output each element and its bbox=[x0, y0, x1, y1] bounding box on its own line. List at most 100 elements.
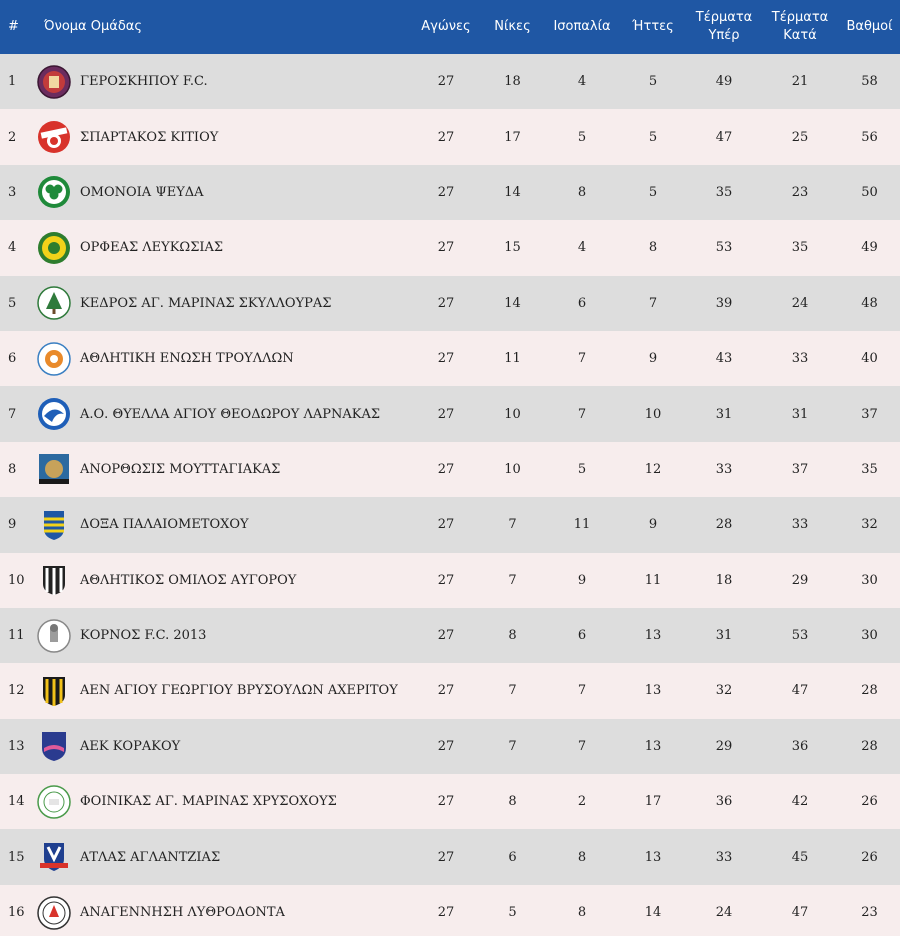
cell-draws: 4 bbox=[577, 74, 587, 90]
team-name: ΑΘΛΗΤΙΚΟΣ ΟΜΙΛΟΣ ΑΥΓΟΡΟΥ bbox=[80, 572, 297, 588]
cell-team: ΔΟΞΑ ΠΑΛΑΙΟΜΕΤΟΧΟΥ bbox=[34, 497, 412, 552]
cell-draws: 6 bbox=[577, 295, 587, 311]
cell-draws: 7 bbox=[577, 738, 587, 754]
cell-draws: 11 bbox=[573, 517, 591, 533]
header-goals-against: Τέρματα Κατά bbox=[771, 10, 829, 43]
cell-played: 27 bbox=[437, 129, 455, 145]
kedros-crest-icon bbox=[36, 285, 72, 321]
cell-rank: 10 bbox=[8, 572, 25, 588]
cell-played: 27 bbox=[437, 351, 455, 367]
table-row: 12 ΑΕΝ ΑΓΙΟΥ ΓΕΩΡΓΙΟΥ ΒΡΥΣΟΥΛΩΝ ΑΧΕΡΙΤΟΥ 2… bbox=[0, 663, 900, 719]
cell-rank: 8 bbox=[8, 461, 17, 477]
cell-played: 27 bbox=[437, 240, 455, 256]
cell-team: ΦΟΙΝΙΚΑΣ ΑΓ. ΜΑΡΙΝΑΣ ΧΡΥΣΟΧΟΥΣ bbox=[34, 774, 412, 829]
foinikas-crest-icon bbox=[36, 784, 72, 820]
cell-losses: 13 bbox=[644, 849, 662, 865]
cell-goals-against: 47 bbox=[791, 683, 809, 699]
cell-losses: 13 bbox=[644, 628, 662, 644]
header-team-name: Όνομα Ομάδας bbox=[44, 19, 142, 34]
cell-wins: 5 bbox=[508, 905, 517, 921]
cell-played: 27 bbox=[437, 184, 455, 200]
doxa-crest-icon bbox=[36, 507, 72, 543]
cell-wins: 7 bbox=[508, 572, 517, 588]
table-row: 6 ΑΘΛΗΤΙΚΗ ΕΝΩΣΗ ΤΡΟΥΛΛΩΝ 27 11 7 9 43 33 40 bbox=[0, 330, 900, 387]
cell-goals-against: 21 bbox=[791, 74, 809, 90]
header-wins: Νίκες bbox=[494, 19, 531, 34]
cell-goals-against: 33 bbox=[791, 517, 809, 533]
cell-losses: 7 bbox=[648, 295, 658, 311]
cell-goals-against: 36 bbox=[791, 738, 809, 754]
cell-wins: 11 bbox=[504, 351, 521, 367]
cell-goals-against: 25 bbox=[791, 129, 809, 145]
team-name: ΟΡΦΕΑΣ ΛΕΥΚΩΣΙΑΣ bbox=[80, 240, 224, 256]
team-name: ΚΕΔΡΟΣ ΑΓ. ΜΑΡΙΝΑΣ ΣΚΥΛΛΟΥΡΑΣ bbox=[80, 295, 332, 311]
cell-team: ΑΝΑΓΕΝΝΗΣΗ ΛΥΘΡΟΔΟΝΤΑ bbox=[34, 885, 412, 936]
cell-draws: 5 bbox=[577, 129, 587, 145]
cell-rank: 5 bbox=[8, 295, 17, 311]
cell-draws: 8 bbox=[577, 184, 587, 200]
cell-rank: 12 bbox=[8, 683, 25, 699]
cell-team: ΑΕΝ ΑΓΙΟΥ ΓΕΩΡΓΙΟΥ ΒΡΥΣΟΥΛΩΝ ΑΧΕΡΙΤΟΥ bbox=[34, 663, 412, 718]
cell-rank: 14 bbox=[8, 794, 25, 810]
cell-played: 27 bbox=[437, 628, 455, 644]
cell-wins: 8 bbox=[508, 794, 517, 810]
cell-rank: 9 bbox=[8, 517, 17, 533]
table-row: 8 ΑΝΟΡΘΩΣΙΣ ΜΟΥΤΤΑΓΙΑΚΑΣ 27 10 5 12 33 37 35 bbox=[0, 441, 900, 498]
cell-played: 27 bbox=[437, 295, 455, 311]
cell-points: 48 bbox=[861, 295, 878, 311]
cell-draws: 7 bbox=[577, 406, 587, 422]
cell-goals-against: 33 bbox=[791, 351, 809, 367]
cell-points: 35 bbox=[861, 461, 878, 477]
cell-played: 27 bbox=[437, 572, 455, 588]
cell-goals-for: 47 bbox=[715, 129, 733, 145]
cell-rank: 2 bbox=[8, 129, 17, 145]
table-row: 4 ΟΡΦΕΑΣ ΛΕΥΚΩΣΙΑΣ 27 15 4 8 53 35 49 bbox=[0, 220, 900, 276]
aek-korakou-crest-icon bbox=[36, 728, 72, 764]
cell-points: 23 bbox=[861, 905, 878, 921]
cell-team: ΑΝΟΡΘΩΣΙΣ ΜΟΥΤΤΑΓΙΑΚΑΣ bbox=[34, 442, 412, 497]
cell-wins: 14 bbox=[504, 184, 521, 200]
cell-wins: 7 bbox=[508, 683, 517, 699]
cell-losses: 12 bbox=[644, 461, 662, 477]
cell-played: 27 bbox=[437, 738, 455, 754]
cell-goals-against: 47 bbox=[791, 905, 809, 921]
cell-team: ΑΘΛΗΤΙΚΗ ΕΝΩΣΗ ΤΡΟΥΛΛΩΝ bbox=[34, 331, 412, 386]
cell-losses: 5 bbox=[648, 129, 658, 145]
cell-played: 27 bbox=[437, 849, 455, 865]
cell-wins: 18 bbox=[504, 74, 521, 90]
cell-wins: 6 bbox=[508, 849, 517, 865]
cell-draws: 5 bbox=[577, 461, 587, 477]
cell-points: 28 bbox=[861, 683, 878, 699]
cell-played: 27 bbox=[437, 905, 455, 921]
cell-played: 27 bbox=[437, 406, 455, 422]
cell-points: 49 bbox=[861, 240, 878, 256]
team-name: ΑΤΛΑΣ ΑΓΛΑΝΤΖΙΑΣ bbox=[80, 849, 221, 865]
cell-wins: 7 bbox=[508, 738, 517, 754]
cell-team: ΑΕΚ ΚΟΡΑΚΟΥ bbox=[34, 719, 412, 774]
header-losses: Ήττες bbox=[632, 19, 674, 34]
cell-goals-for: 32 bbox=[715, 683, 733, 699]
cell-losses: 10 bbox=[644, 406, 662, 422]
cell-points: 58 bbox=[861, 74, 878, 90]
cell-rank: 13 bbox=[8, 738, 25, 754]
team-name: ΟΜΟΝΟΙΑ ΨΕΥΔΑ bbox=[80, 184, 204, 200]
cell-points: 32 bbox=[861, 517, 878, 533]
cell-draws: 4 bbox=[577, 240, 587, 256]
table-row: 5 ΚΕΔΡΟΣ ΑΓ. ΜΑΡΙΝΑΣ ΣΚΥΛΛΟΥΡΑΣ 27 14 6 7 39 24… bbox=[0, 275, 900, 331]
table-row: 14 ΦΟΙΝΙΚΑΣ ΑΓ. ΜΑΡΙΝΑΣ ΧΡΥΣΟΧΟΥΣ 27 8 2 17 36… bbox=[0, 774, 900, 830]
cell-goals-for: 53 bbox=[715, 240, 733, 256]
cell-goals-for: 49 bbox=[715, 74, 733, 90]
team-name: ΑΝΟΡΘΩΣΙΣ ΜΟΥΤΤΑΓΙΑΚΑΣ bbox=[80, 461, 281, 477]
cell-draws: 9 bbox=[577, 572, 587, 588]
header-played: Αγώνες bbox=[421, 19, 471, 34]
cell-team: ΚΟΡΝΟΣ F.C. 2013 bbox=[34, 608, 412, 663]
header-draws: Ισοπαλία bbox=[553, 19, 611, 34]
cell-played: 27 bbox=[437, 794, 455, 810]
cell-goals-against: 37 bbox=[791, 461, 809, 477]
cell-goals-for: 36 bbox=[715, 794, 733, 810]
cell-points: 40 bbox=[861, 351, 878, 367]
cell-losses: 11 bbox=[644, 572, 662, 588]
cell-played: 27 bbox=[437, 683, 455, 699]
table-row: 15 ΑΤΛΑΣ ΑΓΛΑΝΤΖΙΑΣ 27 6 8 13 33 45 26 bbox=[0, 829, 900, 885]
